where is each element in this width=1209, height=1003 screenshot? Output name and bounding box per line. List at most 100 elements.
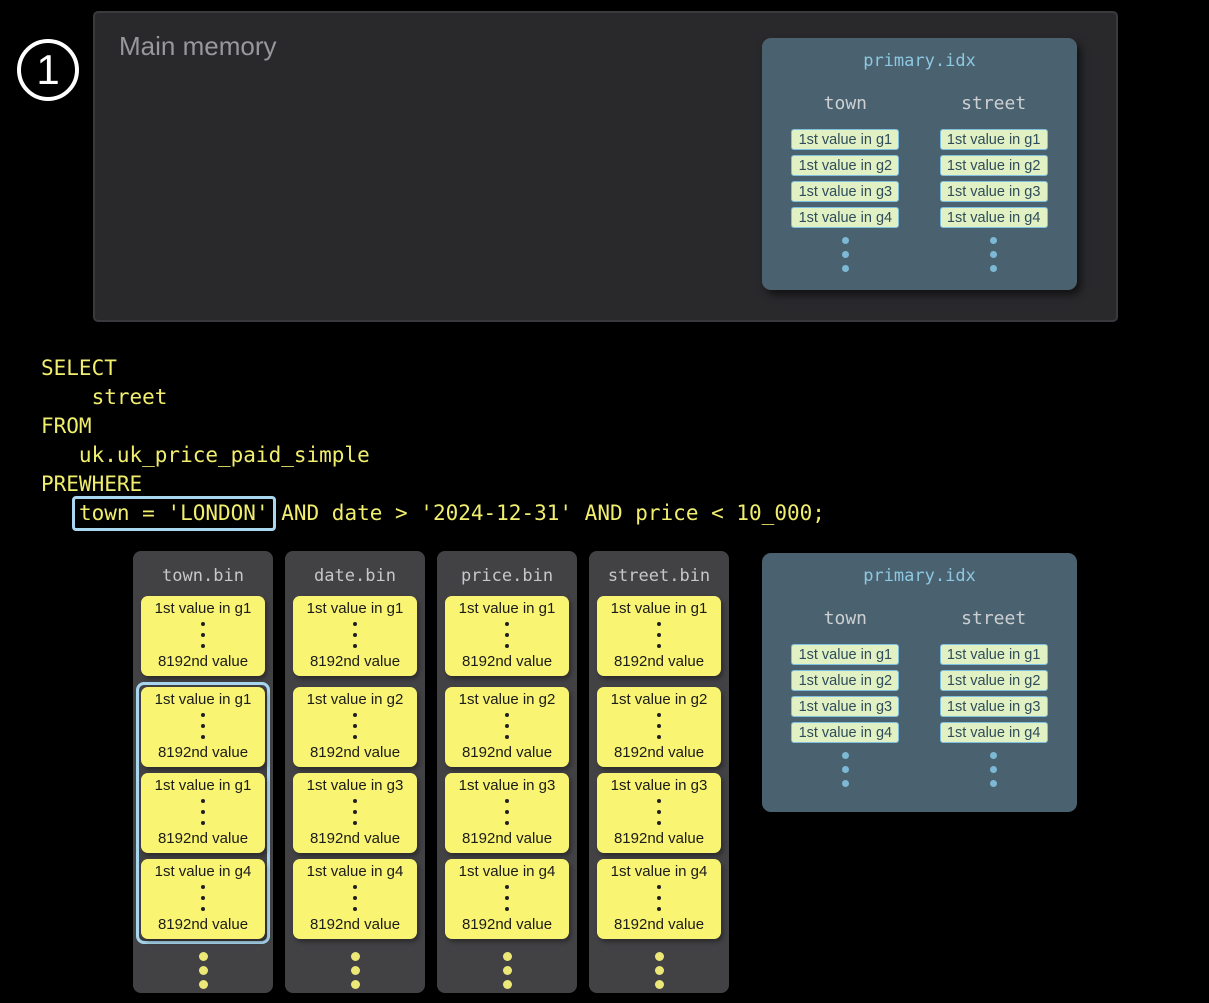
bin-title: price.bin [460,566,554,586]
granule-list: 1st value in g1 8192nd value 1st value i… [589,596,729,944]
ellipsis-dots-icon [437,952,577,989]
granule: 1st value in g2 8192nd value [445,687,569,767]
granule-last-value: 8192nd value [157,744,249,761]
granule-first-value: 1st value in g1 [154,691,252,708]
index-entry-chip: 1st value in g2 [939,670,1048,691]
index-entry-chip: 1st value in g1 [939,129,1048,150]
column-header-town: town [823,93,867,114]
column-header-street: street [961,93,1027,114]
granule: 1st value in g1 8192nd value [445,596,569,676]
granule-group: 1st value in g2 8192nd value 1st value i… [288,682,422,944]
sql-query: SELECT street FROM uk.uk_price_paid_simp… [41,354,825,531]
granule-first-value: 1st value in g4 [458,863,556,880]
index-entry-chip: 1st value in g2 [791,155,900,176]
ellipsis-dots-icon [505,885,509,911]
primary-idx-town-column: town 1st value in g1 1st value in g2 1st… [780,608,910,787]
ellipsis-dots-icon [589,952,729,989]
primary-idx-street-column: street 1st value in g1 1st value in g2 1… [929,93,1059,272]
index-entry-chip: 1st value in g3 [791,696,900,717]
granule-last-value: 8192nd value [461,744,553,761]
column-header-town: town [823,608,867,629]
index-entry-chip: 1st value in g4 [939,722,1048,743]
primary-idx-title: primary.idx [863,51,976,71]
primary-idx-title: primary.idx [863,566,976,586]
ellipsis-dots-icon [133,952,273,989]
granule-last-value: 8192nd value [309,744,401,761]
ellipsis-dots-icon [353,799,357,825]
granule: 1st value in g4 8192nd value [597,859,721,939]
granule-last-value: 8192nd value [613,744,705,761]
ellipsis-dots-icon [353,885,357,911]
ellipsis-dots-icon [201,622,205,648]
granule-last-value: 8192nd value [157,916,249,933]
sql-condition-rest: AND date > '2024-12-31' AND price < 10_0… [268,501,825,525]
bin-title: town.bin [162,566,244,586]
granule-last-value: 8192nd value [309,916,401,933]
granule-first-value: 1st value in g1 [306,600,404,617]
granule-group: 1st value in g2 8192nd value 1st value i… [592,682,726,944]
granule-last-value: 8192nd value [157,830,249,847]
ellipsis-dots-icon [780,752,910,787]
sql-line-prewhere-condition: town = 'LONDON' AND date > '2024-12-31' … [41,496,825,531]
granule-last-value: 8192nd value [461,916,553,933]
bin-title: date.bin [314,566,396,586]
column-header-street: street [961,608,1027,629]
index-entry-chip: 1st value in g1 [939,644,1048,665]
ellipsis-dots-icon [929,237,1059,272]
prewhere-town-highlight: town = 'LONDON' [71,496,276,531]
index-entry-chip: 1st value in g3 [939,696,1048,717]
granule: 1st value in g1 8192nd value [141,773,265,853]
granule-list: 1st value in g1 8192nd value 1st value i… [133,596,273,944]
granule: 1st value in g4 8192nd value [141,859,265,939]
granule-last-value: 8192nd value [613,830,705,847]
granule-first-value: 1st value in g1 [154,777,252,794]
granule: 1st value in g3 8192nd value [445,773,569,853]
granule-list: 1st value in g1 8192nd value 1st value i… [285,596,425,944]
primary-idx-columns: town 1st value in g1 1st value in g2 1st… [762,93,1077,272]
granule: 1st value in g1 8192nd value [141,687,265,767]
ellipsis-dots-icon [285,952,425,989]
main-memory-label: Main memory [119,31,277,61]
granule: 1st value in g1 8192nd value [597,596,721,676]
ellipsis-dots-icon [201,885,205,911]
granule-last-value: 8192nd value [613,916,705,933]
granule-last-value: 8192nd value [157,653,249,670]
granule-last-value: 8192nd value [309,830,401,847]
granule-first-value: 1st value in g4 [306,863,404,880]
selected-granules-outline: 1st value in g1 8192nd value 1st value i… [136,682,270,944]
granule-group: 1st value in g2 8192nd value 1st value i… [440,682,574,944]
sql-line: SELECT [41,356,117,380]
ellipsis-dots-icon [201,799,205,825]
ellipsis-dots-icon [657,799,661,825]
primary-idx-panel-top: primary.idx town 1st value in g1 1st val… [762,38,1077,290]
index-entry-chip: 1st value in g1 [791,129,900,150]
bin-title: street.bin [607,566,711,586]
ellipsis-dots-icon [201,713,205,739]
primary-idx-columns: town 1st value in g1 1st value in g2 1st… [762,608,1077,787]
bin-panel-town: town.bin 1st value in g1 8192nd value 1s… [133,551,273,993]
sql-line: FROM [41,414,92,438]
ellipsis-dots-icon [505,713,509,739]
granule: 1st value in g3 8192nd value [293,773,417,853]
ellipsis-dots-icon [353,622,357,648]
granule-first-value: 1st value in g2 [458,691,556,708]
granule-first-value: 1st value in g4 [610,863,708,880]
granule: 1st value in g1 8192nd value [141,596,265,676]
index-entry-chip: 1st value in g1 [791,644,900,665]
granule: 1st value in g4 8192nd value [445,859,569,939]
index-entry-chip: 1st value in g3 [939,181,1048,202]
granule-last-value: 8192nd value [461,830,553,847]
index-entry-chip: 1st value in g3 [791,181,900,202]
ellipsis-dots-icon [353,713,357,739]
granule-first-value: 1st value in g1 [610,600,708,617]
ellipsis-dots-icon [780,237,910,272]
index-entry-chip: 1st value in g2 [939,155,1048,176]
granule-first-value: 1st value in g3 [458,777,556,794]
sql-line: uk.uk_price_paid_simple [41,443,370,467]
main-memory-panel: Main memory primary.idx town 1st value i… [93,11,1118,322]
primary-idx-town-column: town 1st value in g1 1st value in g2 1st… [780,93,910,272]
granule-first-value: 1st value in g3 [306,777,404,794]
ellipsis-dots-icon [929,752,1059,787]
granule-list: 1st value in g1 8192nd value 1st value i… [437,596,577,944]
